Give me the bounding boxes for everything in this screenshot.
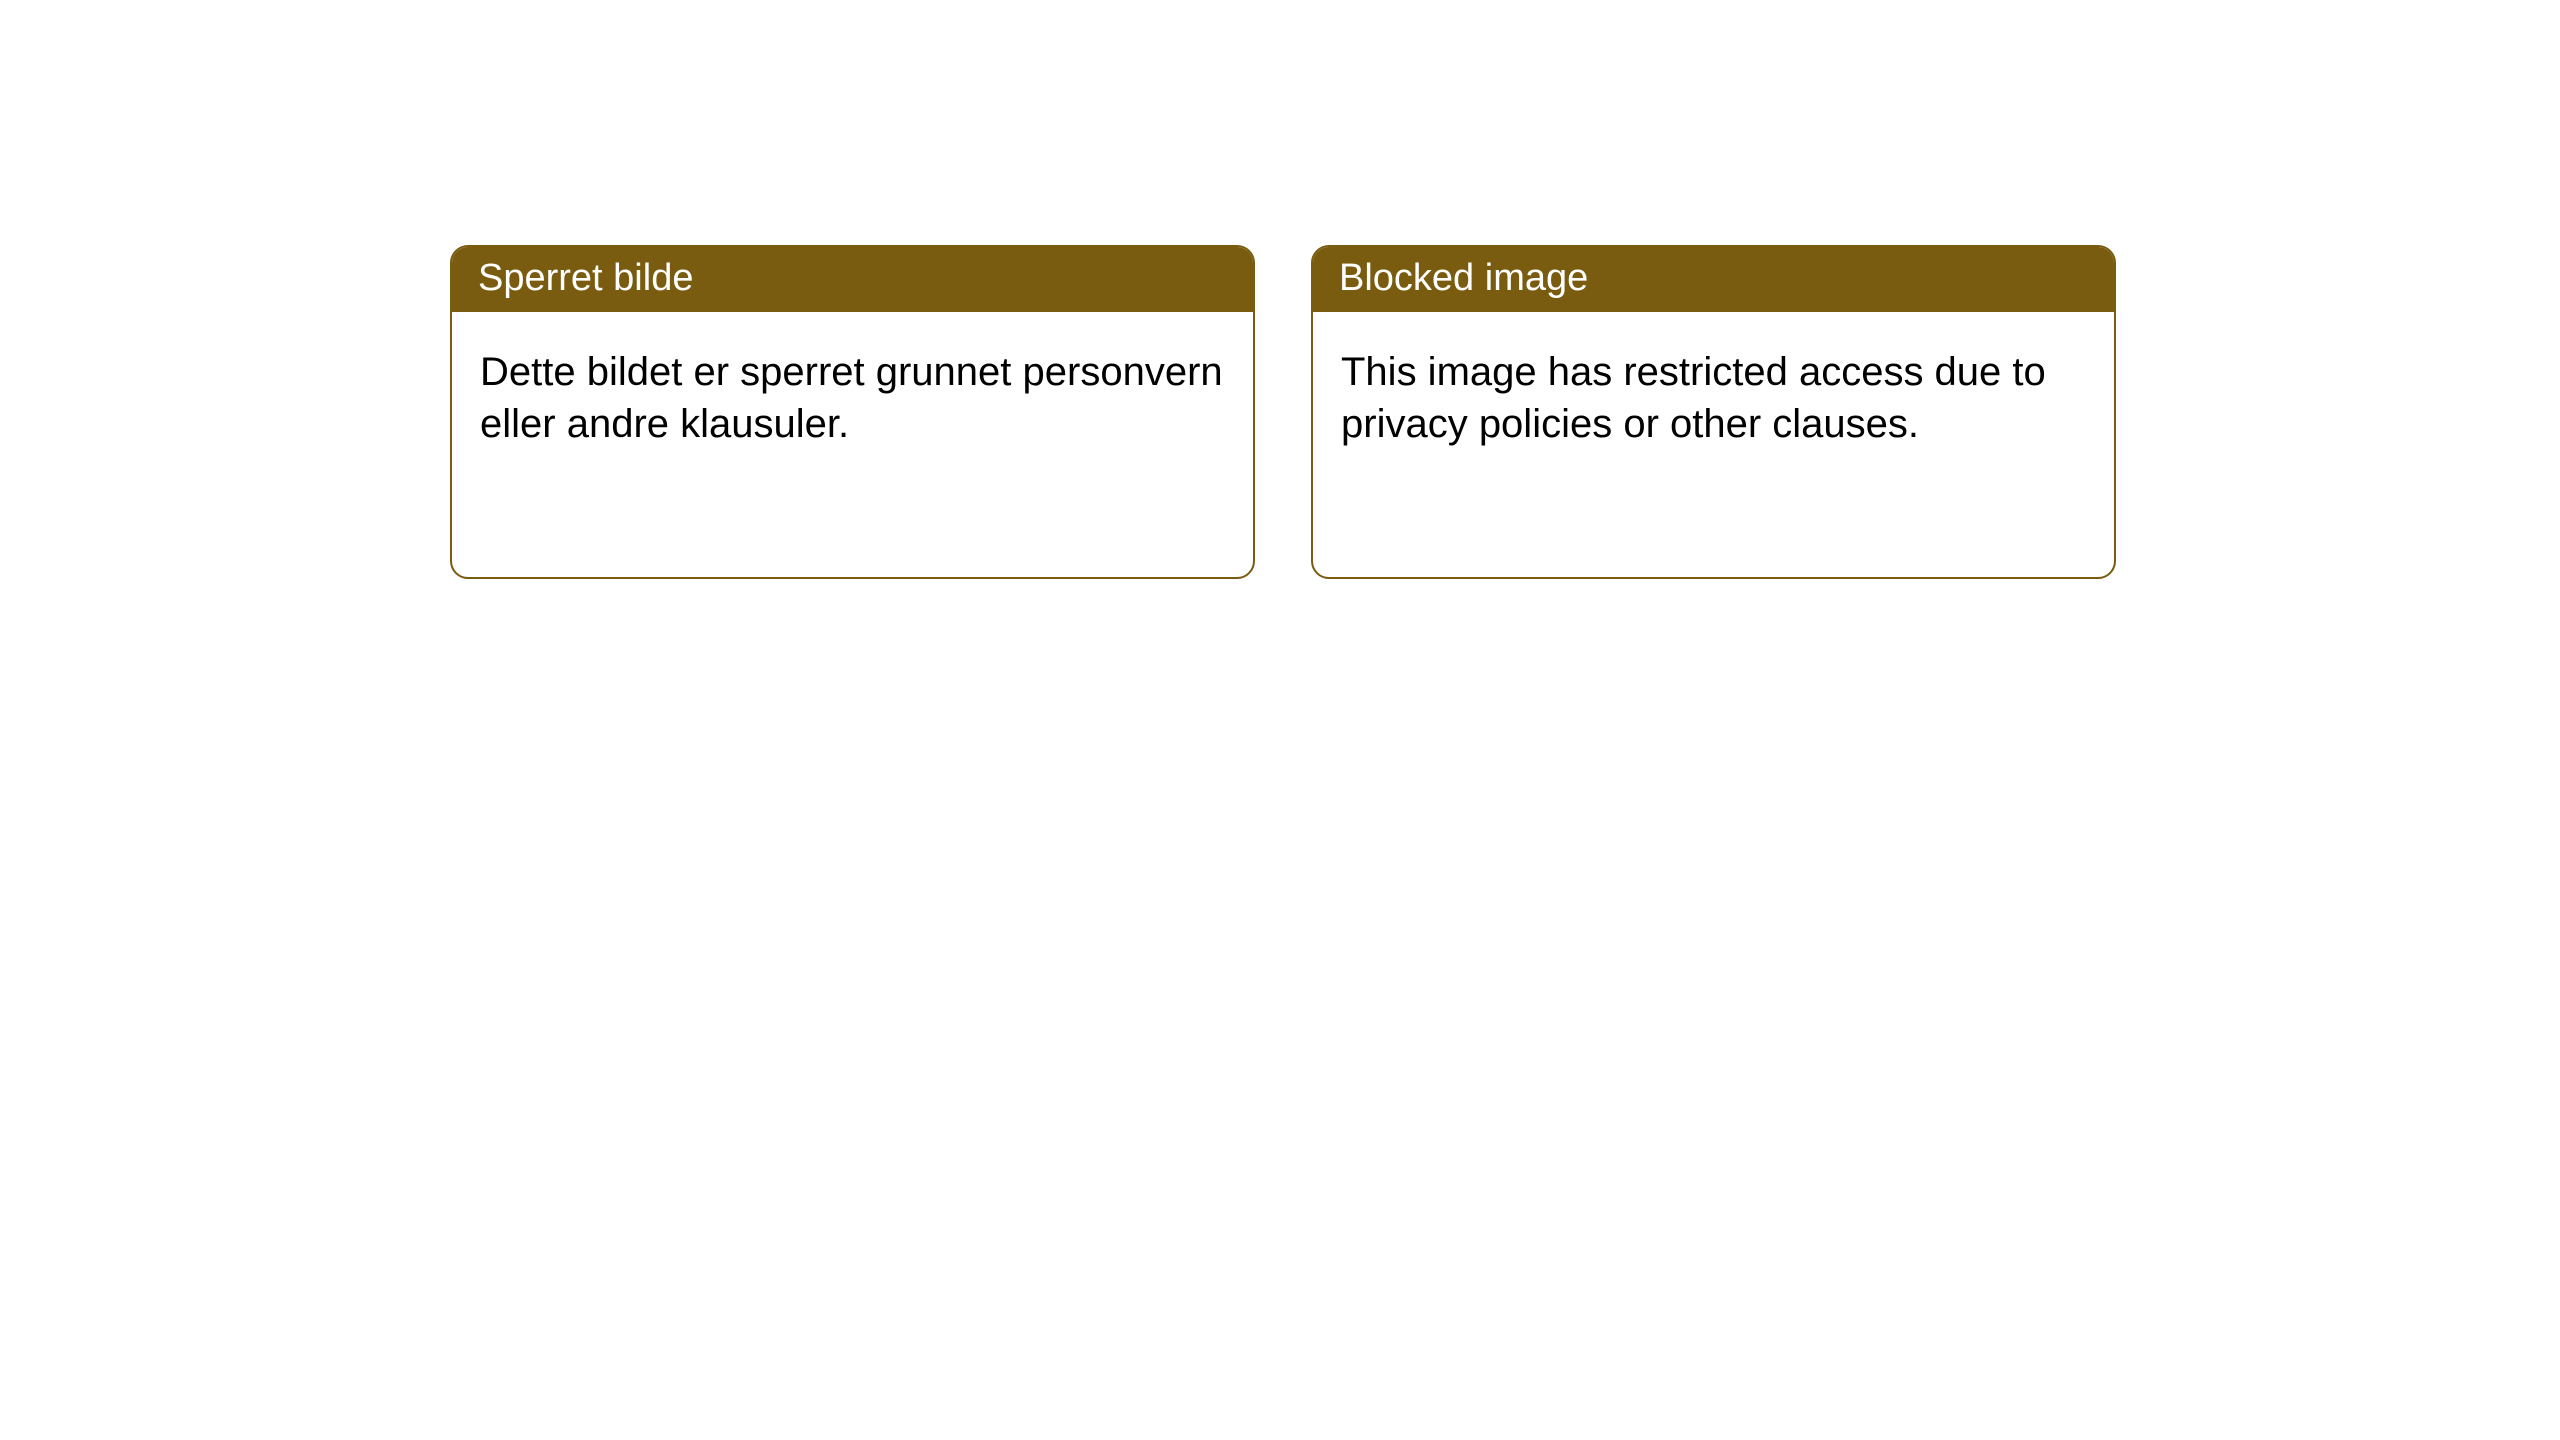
card-header: Sperret bilde — [452, 247, 1253, 312]
card-title: Sperret bilde — [478, 257, 693, 299]
card-body-text: This image has restricted access due to … — [1341, 350, 2046, 446]
notice-card-norwegian: Sperret bilde Dette bildet er sperret gr… — [450, 245, 1255, 579]
card-body: This image has restricted access due to … — [1313, 312, 2114, 484]
card-header: Blocked image — [1313, 247, 2114, 312]
card-body: Dette bildet er sperret grunnet personve… — [452, 312, 1253, 484]
card-body-text: Dette bildet er sperret grunnet personve… — [480, 350, 1223, 446]
notice-card-english: Blocked image This image has restricted … — [1311, 245, 2116, 579]
card-title: Blocked image — [1339, 257, 1588, 299]
notice-cards-container: Sperret bilde Dette bildet er sperret gr… — [0, 0, 2560, 579]
